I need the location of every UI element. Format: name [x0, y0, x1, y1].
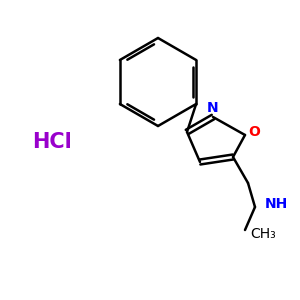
Text: HCl: HCl [32, 132, 72, 152]
Text: CH₃: CH₃ [250, 227, 276, 241]
Text: O: O [248, 125, 260, 139]
Text: N: N [207, 101, 219, 115]
Text: NH: NH [265, 197, 288, 211]
